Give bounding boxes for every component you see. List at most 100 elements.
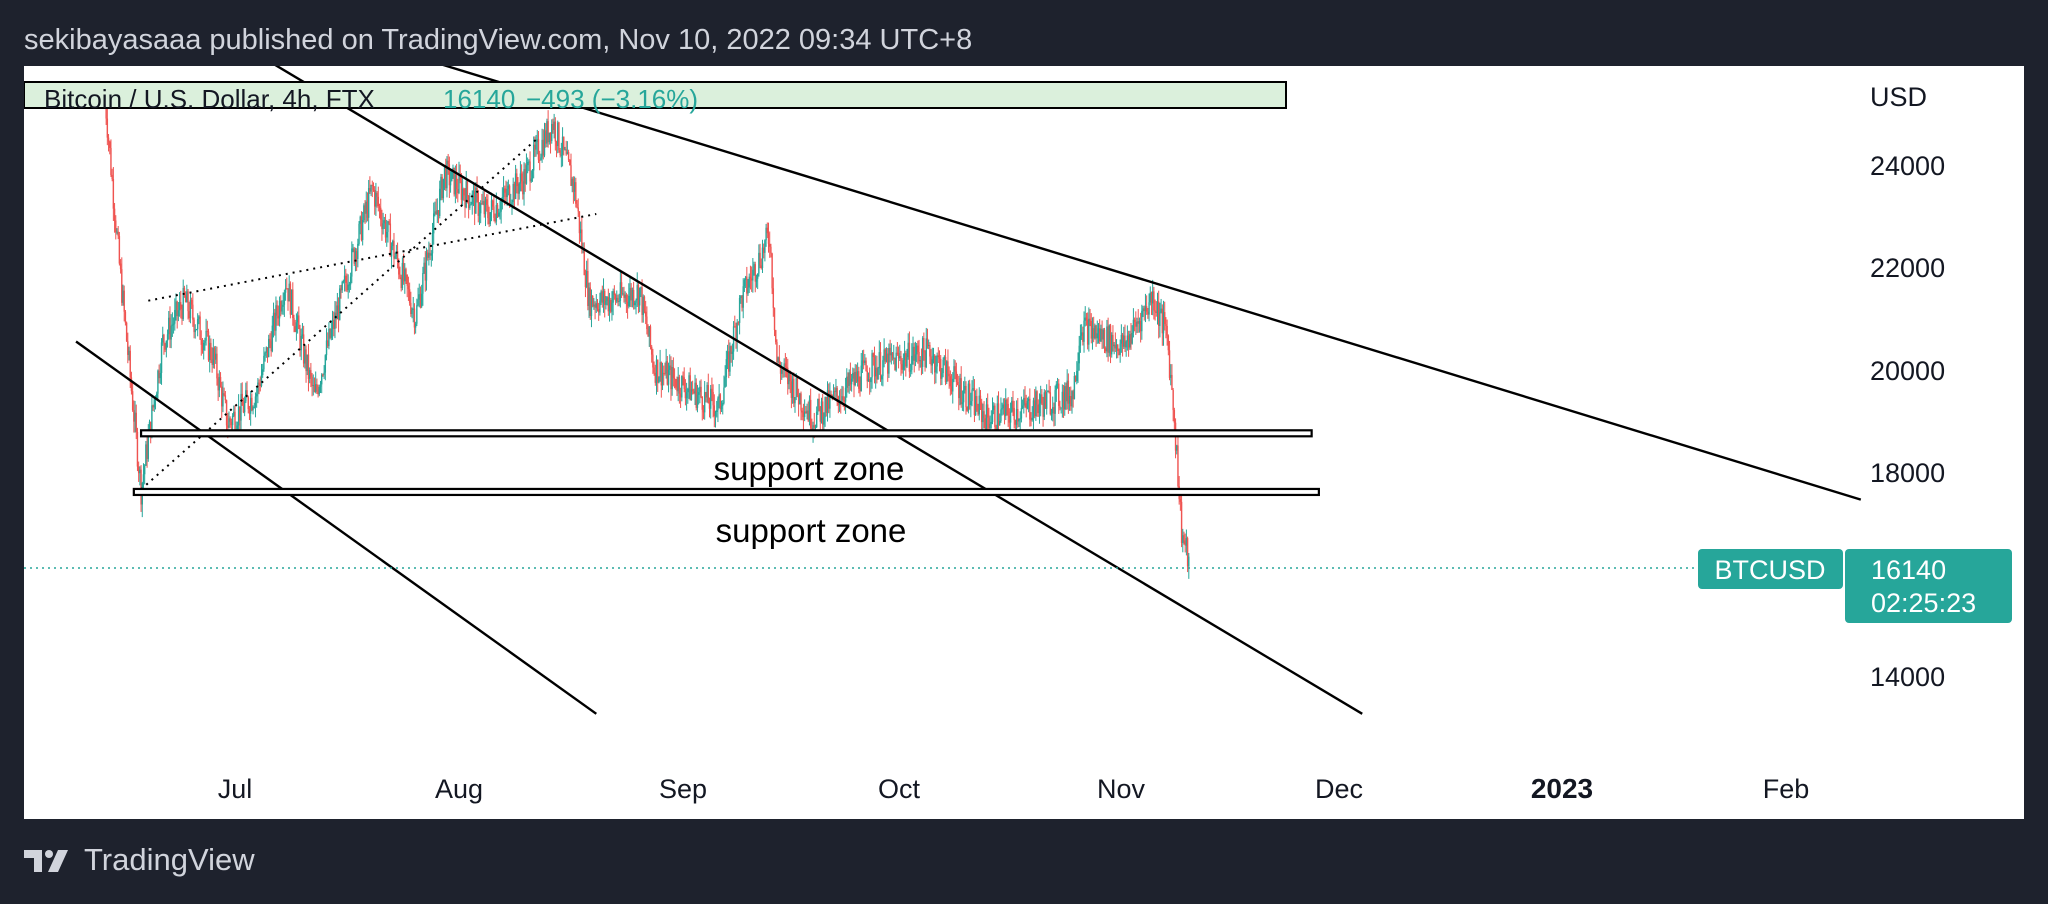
candle-body xyxy=(714,411,717,417)
candle-body xyxy=(949,376,952,387)
candle-body xyxy=(781,369,783,374)
candle-body xyxy=(708,403,711,409)
candle-body xyxy=(448,164,451,186)
candle-body xyxy=(189,299,192,319)
candle-body xyxy=(516,173,518,187)
trendline[interactable] xyxy=(75,340,597,715)
candle-body xyxy=(139,469,141,474)
candle-body xyxy=(149,421,152,437)
candle-body xyxy=(681,375,683,398)
candle-body xyxy=(445,167,447,189)
candle-body xyxy=(327,340,329,347)
support-zone-1[interactable] xyxy=(139,429,1313,438)
candle-body xyxy=(800,393,802,411)
candle-body xyxy=(814,427,817,429)
candle-body xyxy=(744,276,747,281)
candle-body xyxy=(1102,329,1105,340)
candle-body xyxy=(657,359,659,383)
candle-body xyxy=(953,366,955,379)
candle-body xyxy=(1019,418,1021,420)
candle-body xyxy=(465,181,467,208)
candle-body xyxy=(490,200,493,213)
resistance-box[interactable] xyxy=(24,81,1287,109)
candle-body xyxy=(915,345,918,355)
candle-body xyxy=(269,338,271,342)
btcusd-tag[interactable] xyxy=(1698,549,1843,589)
candle-body xyxy=(737,322,740,324)
candle-body xyxy=(111,174,113,180)
candle-body xyxy=(467,195,470,208)
candle-body xyxy=(121,269,123,303)
candle-body xyxy=(1182,535,1184,543)
candle-body xyxy=(324,355,327,373)
candle-body xyxy=(935,366,937,373)
candle-body xyxy=(553,121,555,130)
candle-body xyxy=(861,360,864,366)
candle-body xyxy=(340,288,342,291)
trendline[interactable] xyxy=(98,66,1862,501)
candle-body xyxy=(720,406,723,410)
candle-body xyxy=(153,399,156,408)
candle-body xyxy=(884,349,887,362)
candle-body xyxy=(436,210,439,215)
candle-body xyxy=(634,302,636,306)
candle-body xyxy=(492,200,494,207)
candle-body xyxy=(1170,374,1172,378)
price-tag[interactable] xyxy=(1845,549,2012,623)
candle-body xyxy=(355,251,358,259)
candle-body xyxy=(901,364,903,370)
chart-area[interactable]: Bitcoin / U.S. Dollar, 4h, FTX 16140 −49… xyxy=(24,66,2024,819)
candle-body xyxy=(1041,394,1043,403)
candle-body xyxy=(1125,341,1127,348)
candle-body xyxy=(1095,325,1097,339)
candle-body xyxy=(433,213,435,234)
candle-body xyxy=(858,371,860,389)
candle-body xyxy=(526,162,529,166)
candle-body xyxy=(412,308,414,310)
candle-body xyxy=(702,409,705,413)
candle-body xyxy=(313,385,316,392)
candle-body xyxy=(641,287,643,315)
candle-body xyxy=(1018,418,1020,422)
candle-body xyxy=(540,157,542,160)
candle-body xyxy=(363,205,365,221)
candle-body xyxy=(683,377,685,390)
candle-body xyxy=(1021,405,1024,409)
candle-body xyxy=(846,376,848,388)
candle-body xyxy=(605,300,607,305)
support-zone-2[interactable] xyxy=(132,487,1320,497)
candle-body xyxy=(504,188,506,193)
candle-body xyxy=(938,357,941,360)
candle-body xyxy=(1049,392,1052,415)
candle-body xyxy=(549,132,552,142)
candle-body xyxy=(560,154,563,156)
candle-body xyxy=(242,405,245,413)
candle-body xyxy=(1185,538,1188,546)
candle-body xyxy=(642,296,644,315)
channel-line[interactable] xyxy=(140,136,540,491)
candle-body xyxy=(588,287,590,307)
channel-line[interactable] xyxy=(148,213,597,302)
candle-body xyxy=(386,231,388,238)
candle-body xyxy=(215,353,217,360)
candle-body xyxy=(791,378,794,398)
candle-body xyxy=(691,389,694,392)
candle-body xyxy=(264,352,266,356)
price-chart[interactable]: Bitcoin / U.S. Dollar, 4h, FTX 16140 −49… xyxy=(24,66,2024,819)
candle-body xyxy=(636,284,638,301)
candle-body xyxy=(973,388,976,416)
candle-body xyxy=(836,387,838,397)
candle-body xyxy=(558,122,560,151)
candle-body xyxy=(952,378,954,392)
price-tag-countdown: 02:25:23 xyxy=(1871,588,1976,618)
candle-body xyxy=(823,417,825,425)
candle-body xyxy=(984,418,986,431)
candle-body xyxy=(1032,400,1035,418)
candle-body xyxy=(1145,306,1148,312)
x-tick-2023: 2023 xyxy=(1531,773,1593,804)
candle-body xyxy=(738,298,741,323)
candle-body xyxy=(709,388,712,409)
candle-body xyxy=(756,273,759,279)
candle-body xyxy=(233,411,235,416)
candle-body xyxy=(695,382,697,408)
